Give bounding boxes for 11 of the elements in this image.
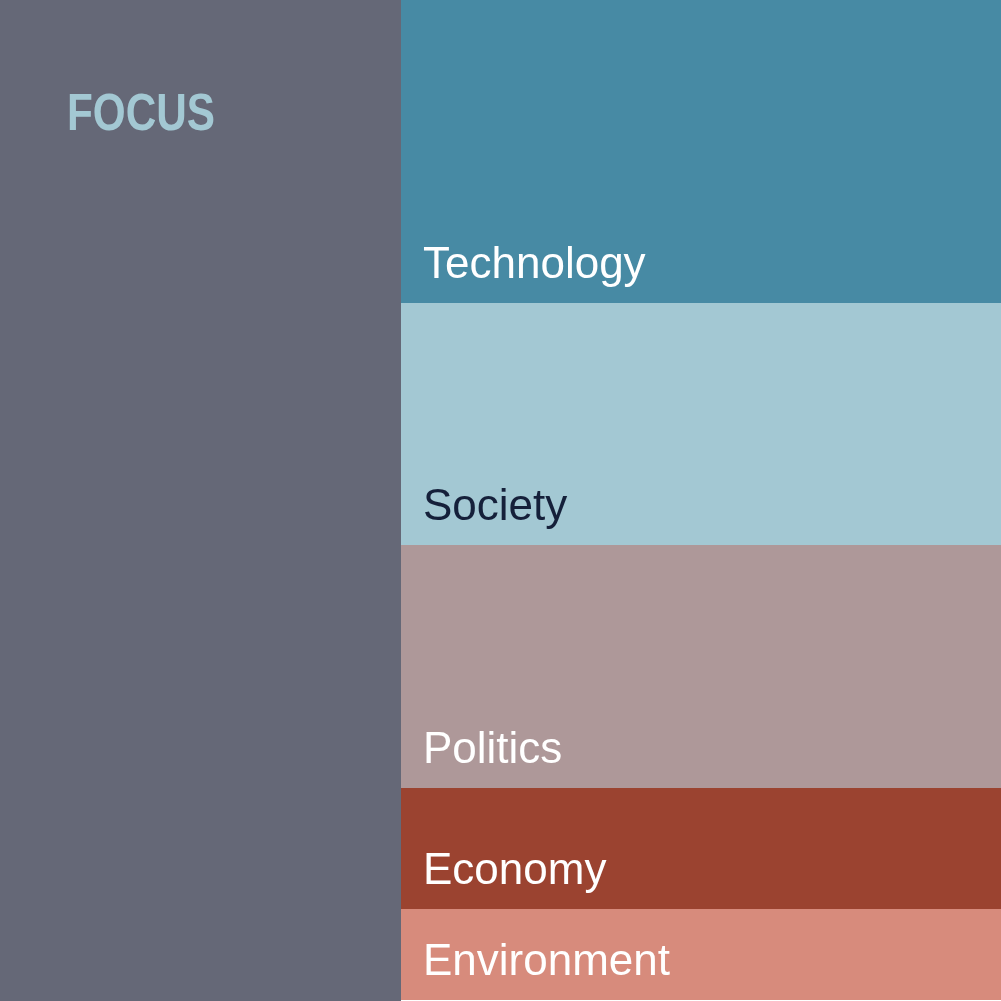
bar — [401, 303, 1001, 545]
series-label: Economy — [423, 844, 607, 893]
series-label: Politics — [423, 723, 563, 772]
bar — [401, 909, 1001, 1000]
bar — [401, 0, 1001, 303]
text: FOCUS — [67, 83, 249, 141]
bar — [401, 788, 1001, 909]
series-label: Society — [423, 480, 568, 529]
series-label: Environment — [423, 935, 671, 984]
bar — [401, 545, 1001, 788]
series-label: Technology — [423, 238, 646, 287]
